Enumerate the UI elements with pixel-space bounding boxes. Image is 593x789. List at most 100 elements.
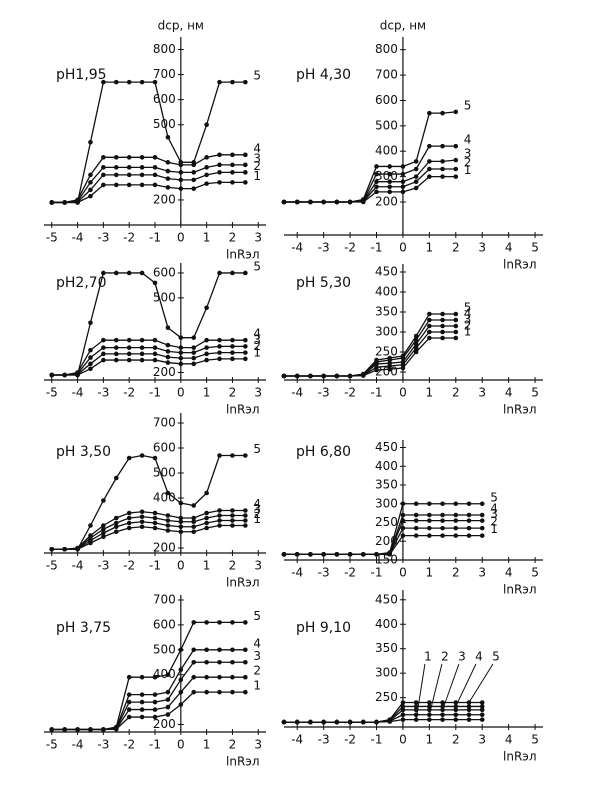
point [360,197,366,202]
point [126,351,132,357]
series-line [51,181,246,204]
point [243,162,248,168]
point [165,712,171,717]
series-line [51,691,246,731]
x-tick-label: -5 [46,738,58,752]
series-label: 4 [253,141,261,155]
series-label: 3 [464,313,472,327]
x-axis-label: lnRэл [226,576,260,590]
panel-title: pH 9,10 [296,620,351,636]
point [88,533,93,538]
series-label: 1 [253,679,261,693]
point [204,515,209,521]
x-tick-label: 5 [531,733,539,747]
point [440,323,445,329]
x-tick-label: -2 [123,386,135,400]
point [204,620,209,625]
point [427,512,432,518]
point [387,355,393,361]
point [230,689,235,695]
point [374,552,379,557]
x-tick-label: -3 [97,386,109,400]
point [126,155,132,160]
point [191,529,197,535]
point [466,501,472,507]
point [113,79,119,85]
point [139,707,145,712]
point [440,335,445,341]
point [178,515,184,521]
series-line [51,154,246,204]
x-tick-label: -3 [97,738,109,752]
point [374,357,379,363]
point [440,143,445,149]
point [230,337,235,343]
point [204,172,209,178]
series-line [51,519,246,550]
x-tick-label: -2 [344,566,356,580]
leader-line [468,663,494,703]
point [400,179,406,184]
point [400,365,406,371]
x-tick-label: 1 [203,231,211,245]
x-tick-label: 0 [177,386,185,400]
point [113,270,119,276]
point [440,700,445,705]
point [453,143,459,149]
x-tick-label: 2 [452,733,460,747]
series-label: 3 [464,147,472,161]
point [217,674,222,680]
point [165,518,171,523]
series-line [51,509,246,550]
point [321,719,326,725]
point [165,160,171,165]
y-tick-label: 400 [375,459,398,473]
x-tick-label: -1 [149,231,161,245]
point [165,704,171,710]
point [178,529,184,535]
point [453,717,459,722]
series-line [51,621,246,731]
point [479,704,485,709]
point [101,526,106,532]
point [88,366,93,372]
x-tick-label: -2 [344,241,356,255]
x-tick-label: -1 [371,566,383,580]
point [281,373,287,379]
point [374,184,379,190]
x-tick-label: 3 [254,386,262,400]
point [294,719,300,725]
x-tick-label: 0 [177,738,185,752]
y-tick-label: 700 [153,592,176,606]
point [165,176,171,181]
point [243,689,248,695]
y-tick-label: 300 [375,169,398,183]
point [387,366,393,372]
y-tick-label: 800 [375,42,398,56]
point [113,345,119,350]
point [230,620,235,625]
point [178,500,184,506]
y-tick-label: 300 [375,325,398,339]
panel-title: pH 4,30 [296,67,351,83]
point [191,503,197,508]
series-label: 5 [253,69,261,83]
x-tick-label: 3 [478,733,486,747]
point [453,166,459,172]
x-tick-label: 3 [478,241,486,255]
point [427,704,432,709]
point [243,659,248,665]
point [243,337,248,343]
point [427,335,432,341]
point [126,357,132,363]
point [230,270,235,276]
point [453,525,459,531]
x-tick-label: 0 [177,559,185,573]
point [204,674,209,680]
point [400,171,406,177]
point [75,372,80,378]
y-tick-label: 400 [153,667,176,681]
point [374,179,379,184]
point [413,179,419,184]
